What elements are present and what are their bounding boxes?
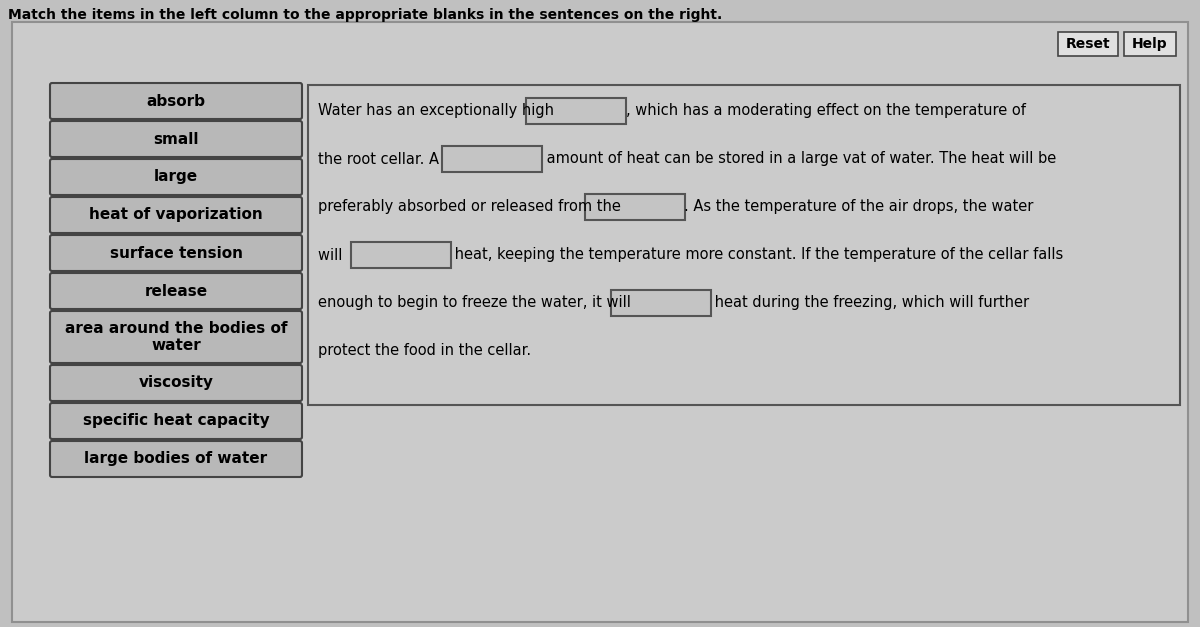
Text: preferably absorbed or released from the: preferably absorbed or released from the [318, 199, 625, 214]
FancyBboxPatch shape [442, 146, 541, 172]
FancyBboxPatch shape [50, 159, 302, 195]
FancyBboxPatch shape [50, 121, 302, 157]
FancyBboxPatch shape [350, 242, 450, 268]
FancyBboxPatch shape [526, 98, 626, 124]
Text: specific heat capacity: specific heat capacity [83, 413, 269, 428]
Text: release: release [144, 283, 208, 298]
Text: . As the temperature of the air drops, the water: . As the temperature of the air drops, t… [684, 199, 1034, 214]
Text: viscosity: viscosity [138, 376, 214, 391]
Text: small: small [154, 132, 199, 147]
FancyBboxPatch shape [308, 85, 1180, 405]
Text: the root cellar. A: the root cellar. A [318, 152, 444, 167]
Text: heat, keeping the temperature more constant. If the temperature of the cellar fa: heat, keeping the temperature more const… [450, 248, 1063, 263]
Text: large bodies of water: large bodies of water [84, 451, 268, 466]
Text: , which has a moderating effect on the temperature of: , which has a moderating effect on the t… [626, 103, 1026, 119]
Text: will: will [318, 248, 347, 263]
Text: heat of vaporization: heat of vaporization [89, 208, 263, 223]
Text: large: large [154, 169, 198, 184]
FancyBboxPatch shape [611, 290, 710, 316]
FancyBboxPatch shape [50, 235, 302, 271]
Text: Water has an exceptionally high: Water has an exceptionally high [318, 103, 559, 119]
Text: surface tension: surface tension [109, 246, 242, 260]
FancyBboxPatch shape [584, 194, 684, 220]
FancyBboxPatch shape [1124, 32, 1176, 56]
Text: enough to begin to freeze the water, it will: enough to begin to freeze the water, it … [318, 295, 636, 310]
FancyBboxPatch shape [50, 197, 302, 233]
FancyBboxPatch shape [12, 22, 1188, 622]
Text: absorb: absorb [146, 93, 205, 108]
Text: area around the bodies of
water: area around the bodies of water [65, 321, 287, 353]
Text: protect the food in the cellar.: protect the food in the cellar. [318, 344, 532, 359]
FancyBboxPatch shape [50, 365, 302, 401]
Text: Match the items in the left column to the appropriate blanks in the sentences on: Match the items in the left column to th… [8, 8, 722, 22]
Text: Reset: Reset [1066, 37, 1110, 51]
Text: amount of heat can be stored in a large vat of water. The heat will be: amount of heat can be stored in a large … [541, 152, 1056, 167]
FancyBboxPatch shape [50, 83, 302, 119]
FancyBboxPatch shape [1058, 32, 1118, 56]
FancyBboxPatch shape [50, 441, 302, 477]
FancyBboxPatch shape [50, 273, 302, 309]
Text: heat during the freezing, which will further: heat during the freezing, which will fur… [710, 295, 1030, 310]
FancyBboxPatch shape [50, 311, 302, 363]
Text: Help: Help [1132, 37, 1168, 51]
FancyBboxPatch shape [50, 403, 302, 439]
